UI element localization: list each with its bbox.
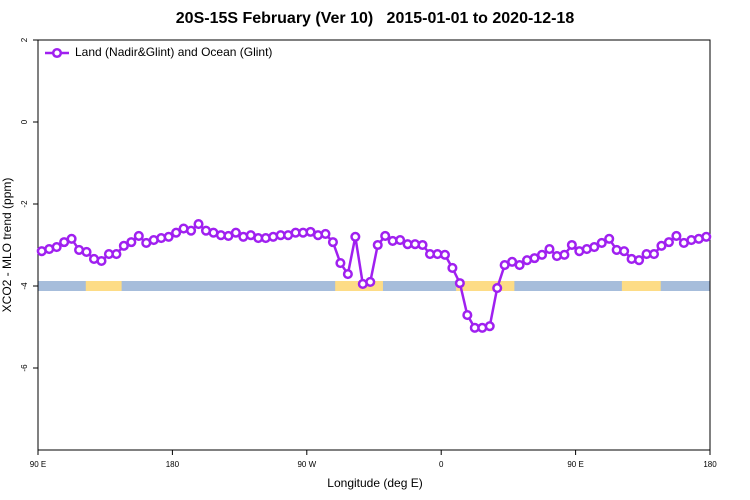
data-point	[230, 227, 241, 238]
data-point	[186, 225, 197, 236]
y-tick-label: -2	[20, 200, 29, 208]
y-tick-label: -4	[20, 282, 29, 290]
data-point	[133, 230, 144, 242]
data-point	[663, 237, 674, 248]
data-point	[514, 260, 525, 271]
data-point	[126, 237, 137, 248]
data-point	[163, 231, 174, 242]
y-axis-label: XCO2 - MLO trend (ppm)	[0, 178, 14, 313]
data-point	[544, 244, 555, 255]
chart-title: 20S-15S February (Ver 10) 2015-01-01 to …	[176, 10, 575, 27]
data-point	[596, 237, 607, 248]
data-point	[439, 249, 450, 260]
plot-frame	[37, 39, 711, 451]
y-tick-label: 0	[20, 119, 29, 124]
data-point	[395, 235, 406, 246]
data-point	[604, 233, 615, 244]
data-point	[447, 262, 458, 274]
x-tick-label: 90 E	[567, 460, 583, 469]
data-point	[342, 269, 353, 280]
data-point	[96, 255, 107, 267]
data-point	[320, 228, 331, 239]
data-point	[417, 239, 428, 251]
x-tick-label: 180	[703, 460, 717, 469]
x-tick-label: 90 W	[297, 460, 316, 469]
x-axis-label: Longitude (deg E)	[327, 476, 422, 490]
data-point	[51, 242, 62, 253]
data-point	[365, 276, 376, 287]
legend-marker	[51, 47, 63, 59]
data-point	[171, 227, 182, 238]
data-point	[701, 231, 712, 242]
y-tick-label: 2	[20, 37, 29, 42]
legend-label: Land (Nadir&Glint) and Ocean (Glint)	[75, 45, 272, 59]
data-point	[634, 255, 645, 266]
data-point	[536, 249, 548, 260]
x-tick-label: 180	[166, 460, 180, 469]
data-point	[559, 249, 570, 260]
data-point	[193, 219, 204, 230]
data-point	[492, 283, 503, 294]
data-point	[462, 310, 473, 321]
x-tick-label: 0	[439, 460, 444, 469]
data-point	[671, 230, 682, 242]
data-point	[372, 239, 383, 251]
data-point	[350, 231, 361, 242]
data-point	[335, 257, 346, 269]
data-point	[118, 240, 129, 251]
data-point	[566, 239, 577, 251]
x-tick-label: 90 E	[30, 460, 46, 469]
data-point	[454, 278, 465, 289]
y-tick-label: -6	[20, 364, 29, 372]
data-point	[619, 246, 630, 257]
data-point	[327, 237, 338, 248]
data-point	[589, 242, 600, 253]
data-point	[380, 230, 391, 242]
data-point	[66, 233, 77, 244]
data-point	[648, 248, 660, 260]
data-point	[111, 248, 122, 260]
data-point	[484, 321, 495, 332]
data-point	[81, 246, 92, 258]
data-point	[656, 240, 667, 251]
